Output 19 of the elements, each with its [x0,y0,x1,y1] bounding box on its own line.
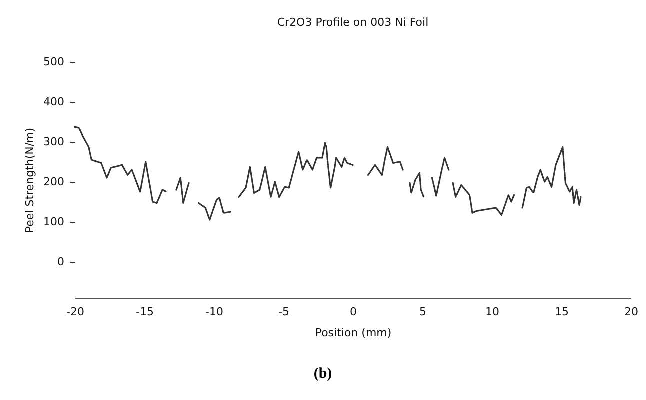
text: (b) [312,366,334,383]
x-tick-label: -10 [206,306,224,318]
x-tick-label: 0 [350,306,357,318]
y-tick-label: 400 [44,96,64,108]
y-tick-label: 0 [58,256,64,268]
y-tick-label: 200 [44,176,64,188]
x-tick-label: -20 [66,306,84,318]
x-tick-label: 10 [486,306,500,318]
x-tick-label: 15 [555,306,569,318]
x-axis-title: Position (mm) [315,326,392,340]
y-tick-label: 100 [44,216,64,228]
y-tick-label: 300 [44,136,64,148]
y-tick-label: 500 [44,56,64,68]
x-tick-label: 20 [624,306,638,318]
x-tick-label: -5 [278,306,290,318]
x-tick-label: -15 [136,306,154,318]
y-axis-title: Peel Strength(N/m) [24,128,37,234]
chart-title: Cr2O3 Profile on 003 Ni Foil [277,16,429,29]
x-tick-label: 5 [420,306,426,318]
